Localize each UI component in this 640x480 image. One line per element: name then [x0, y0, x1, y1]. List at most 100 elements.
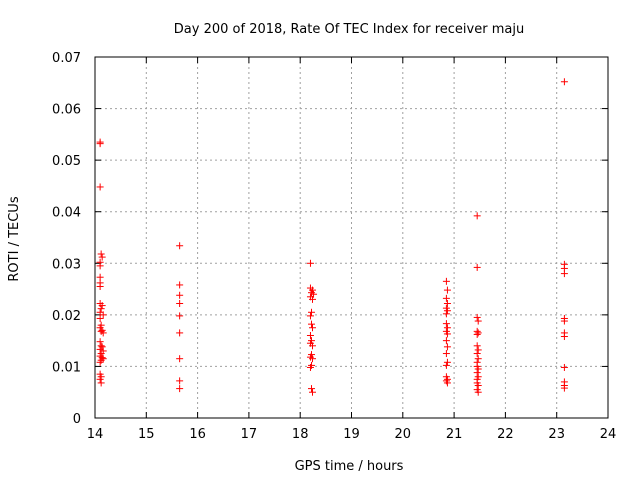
data-point-marker [474, 365, 482, 373]
y-tick-label: 0.04 [52, 206, 81, 221]
data-point-marker [443, 324, 451, 332]
data-point-marker [560, 384, 568, 392]
data-point-marker [307, 308, 315, 316]
x-tick-label: 23 [548, 427, 565, 442]
data-point-marker [560, 333, 568, 341]
y-axis-label: ROTI / TECUs [7, 196, 22, 281]
data-point-marker [96, 183, 104, 191]
data-point-marker [560, 317, 568, 325]
data-point-marker [473, 330, 481, 338]
data-point-marker [473, 313, 481, 321]
data-point-marker [307, 320, 315, 328]
y-tick-label: 0.02 [52, 309, 81, 324]
data-point-marker [309, 355, 317, 363]
x-tick-label: 17 [241, 427, 258, 442]
y-tick-label: 0.05 [52, 154, 81, 169]
x-axis-label: GPS time / hours [295, 459, 404, 474]
data-point-marker [442, 361, 450, 369]
data-point-marker [473, 342, 481, 350]
y-tick-label: 0.07 [52, 51, 81, 66]
x-tick-label: 19 [343, 427, 360, 442]
data-point-marker [98, 302, 106, 310]
data-point-marker [443, 379, 451, 387]
data-point-marker [442, 337, 450, 345]
data-point-marker [97, 379, 105, 387]
data-point-marker [443, 300, 451, 308]
data-point-marker [97, 342, 105, 350]
x-tick-label: 16 [189, 427, 206, 442]
data-point-marker [474, 329, 482, 337]
data-point-marker [306, 331, 314, 339]
data-point-marker [306, 259, 314, 267]
data-point-marker [97, 305, 105, 313]
data-point-marker [96, 262, 104, 270]
data-point-marker [96, 358, 104, 366]
data-point-marker [443, 343, 451, 351]
data-point-marker [442, 320, 450, 328]
x-tick-label: 15 [138, 427, 155, 442]
data-point-marker [474, 346, 482, 354]
data-point-marker [306, 312, 314, 320]
data-point-marker [96, 345, 104, 353]
data-point-marker [176, 355, 184, 363]
data-point-marker [443, 358, 451, 366]
x-tick-label: 24 [600, 427, 617, 442]
data-point-marker [474, 355, 482, 363]
y-tick-label: 0.01 [52, 360, 81, 375]
data-points [96, 78, 568, 396]
data-point-marker [473, 212, 481, 220]
data-point-marker [96, 375, 104, 383]
x-tick-label: 21 [446, 427, 463, 442]
data-point-marker [176, 281, 184, 289]
data-point-marker [442, 294, 450, 302]
data-point-marker [473, 350, 481, 358]
data-point-marker [473, 263, 481, 271]
x-tick-label: 20 [395, 427, 412, 442]
data-point-marker [309, 324, 317, 332]
chart-title: Day 200 of 2018, Rate Of TEC Index for r… [174, 22, 524, 37]
data-point-marker [474, 317, 482, 325]
data-point-marker [96, 282, 104, 290]
x-tick-label: 18 [292, 427, 309, 442]
data-point-marker [560, 270, 568, 278]
data-point-marker [473, 369, 481, 377]
data-point-marker [97, 250, 105, 258]
data-point-marker [96, 338, 104, 346]
x-tick-label: 14 [87, 427, 104, 442]
data-point-marker [560, 363, 568, 371]
data-point-marker [309, 342, 317, 350]
data-point-marker [309, 388, 317, 396]
data-point-marker [96, 314, 104, 322]
x-tick-label: 22 [497, 427, 514, 442]
data-point-marker [176, 377, 184, 385]
plot-frame [94, 56, 609, 419]
y-tick-label: 0 [73, 412, 81, 427]
data-point-marker [442, 350, 450, 358]
y-tick-label: 0.06 [52, 103, 81, 118]
data-point-marker [560, 78, 568, 86]
data-point-marker [442, 310, 450, 318]
data-point-marker [443, 307, 451, 315]
data-point-marker [443, 286, 451, 294]
data-point-marker [176, 242, 184, 250]
data-point-marker [306, 363, 314, 371]
data-point-marker [176, 385, 184, 393]
data-point-marker [307, 385, 315, 393]
data-point-marker [309, 295, 317, 303]
data-point-marker [99, 311, 107, 319]
y-tick-label: 0.03 [52, 257, 81, 272]
data-point-marker [98, 253, 106, 261]
data-point-marker [474, 388, 482, 396]
data-point-marker [176, 329, 184, 337]
data-point-marker [99, 329, 107, 337]
data-point-marker [176, 300, 184, 308]
axis-ticks: 14 15 16 17 18 19 20 21 22 23 24 0 0.01 0.02 0.03 0.04 0… [52, 51, 616, 442]
data-point-marker [474, 382, 482, 390]
data-point-marker [443, 330, 451, 338]
data-point-marker [442, 277, 450, 285]
data-point-marker [176, 312, 184, 320]
data-point-marker [96, 140, 104, 148]
data-point-marker [176, 291, 184, 299]
grid-lines [95, 57, 608, 418]
